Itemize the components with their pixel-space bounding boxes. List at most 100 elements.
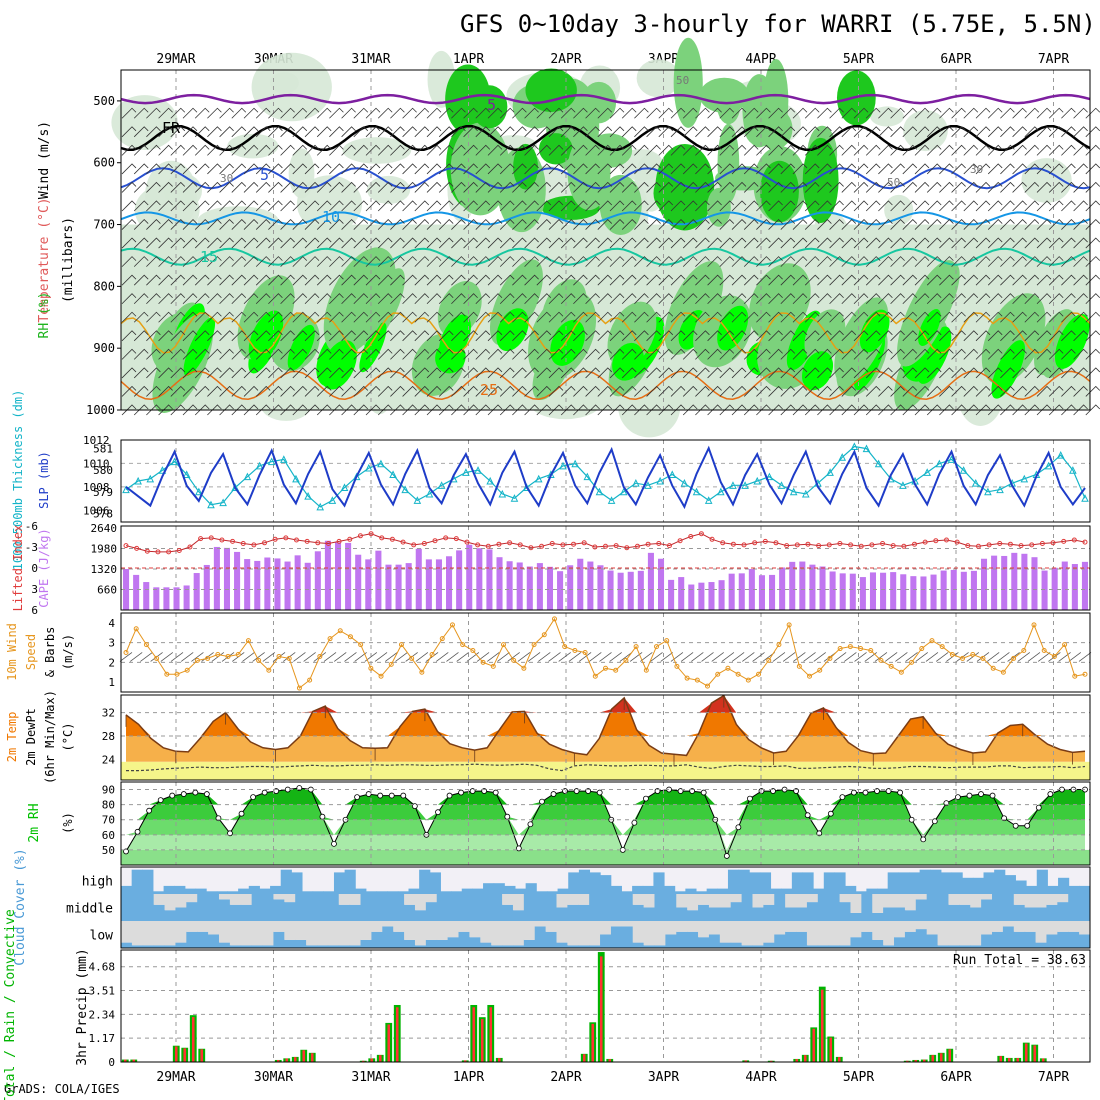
thickness-point [947, 455, 956, 463]
cloud-low-clear [719, 921, 732, 943]
wind-barb [390, 237, 405, 249]
cloud-middle-cell [327, 894, 340, 921]
wind-barb [292, 367, 308, 379]
wind-speed-point [623, 657, 629, 663]
thickness-point [874, 459, 883, 468]
wind-barb [658, 348, 674, 360]
dewpoint-line [126, 763, 1086, 772]
cloud-low-cell [632, 942, 645, 948]
wind-barb [463, 367, 478, 379]
cape-bar [647, 552, 654, 610]
wind-barb [548, 163, 564, 175]
wind-barb [268, 237, 283, 249]
wind-barb [768, 293, 783, 305]
wind-barb [255, 181, 271, 193]
wind-speed-point [521, 665, 527, 671]
wind-barb [682, 163, 698, 175]
wind-barb [426, 126, 442, 138]
wind-barb [621, 200, 637, 212]
cloud-low-clear [523, 921, 536, 940]
wind-barb [975, 330, 991, 342]
cloud-middle-clear [839, 894, 851, 903]
wind-barb [402, 274, 417, 286]
wind-barb [1036, 126, 1052, 138]
cloud-low-clear [839, 921, 851, 946]
wind-barb [731, 311, 747, 323]
wind-barb [121, 385, 137, 397]
wind-barb [316, 181, 332, 193]
cape-bar [385, 564, 392, 610]
wind-speed-point [409, 655, 415, 661]
wind-barb-10m [731, 652, 745, 662]
wind-barb [1036, 237, 1052, 249]
wind-barb [231, 256, 247, 267]
lifted-index-point [603, 543, 608, 549]
wind-barb [585, 348, 600, 360]
wind-barb [585, 218, 600, 230]
wind-barb [1000, 107, 1015, 119]
temp-line [125, 694, 1086, 757]
wind-barb [499, 126, 515, 138]
wind-barb [512, 311, 527, 323]
precip-convective-bar [200, 1049, 204, 1062]
wind-barb [304, 274, 320, 286]
wind-barb [353, 274, 369, 286]
wind-barb [707, 218, 722, 230]
cloud-low-clear [262, 921, 274, 946]
wind-barb [536, 274, 552, 286]
rh-region [288, 148, 315, 199]
wind-barb [304, 107, 320, 119]
rh-point [966, 792, 973, 799]
cape-bar [930, 574, 937, 610]
isotherm-label: 5 [260, 166, 269, 184]
wind-barb [1085, 404, 1100, 416]
wind-barb [1036, 163, 1052, 175]
wind-barb [597, 200, 613, 212]
wind-barb [621, 163, 637, 175]
wind-barb [133, 256, 149, 267]
wind-barb [182, 126, 198, 138]
wind-barb [914, 274, 930, 286]
wind-barb [743, 385, 759, 397]
wind-barb-10m [191, 652, 204, 662]
wind-barb [146, 144, 161, 156]
wind-barb [426, 181, 442, 193]
cape-tick-label: 1320 [91, 563, 118, 576]
cloud-low-cell [1035, 942, 1047, 948]
wind-barb [878, 126, 893, 138]
wind-barb [902, 144, 918, 156]
wind-barb [1085, 126, 1100, 138]
rh-region-upper [699, 77, 749, 113]
wind-barb [304, 404, 320, 416]
wind-barb [951, 256, 966, 267]
wind-barb [146, 181, 161, 193]
wind-barb [939, 367, 954, 379]
precip-convective-bar [999, 1056, 1003, 1062]
wind-barb [1024, 200, 1040, 212]
thickness-point [389, 470, 397, 479]
wind-barb [756, 126, 771, 138]
wind-barb [365, 311, 381, 323]
wind-barb-10m [609, 652, 622, 662]
cloud-high-cell [461, 888, 473, 894]
wind-barb [902, 348, 918, 360]
cloud-high-cell [834, 872, 846, 894]
wind-barb-10m [558, 652, 571, 662]
wind-barb [829, 163, 844, 175]
wind-barb [292, 181, 308, 193]
wind-barb [987, 126, 1003, 138]
rh-region-upper [653, 170, 696, 216]
cloud-middle-cell [382, 894, 394, 921]
wind-barb [377, 218, 393, 230]
cloud-low-cell [937, 945, 949, 948]
wind-barb [658, 107, 674, 119]
cape-bar [466, 544, 473, 610]
lifted-index-point [624, 545, 630, 551]
wind-barb [1061, 385, 1076, 397]
wind-barb [121, 126, 137, 138]
precip-convective-bar [191, 1017, 195, 1062]
cape-bar [668, 579, 675, 610]
rh-region-upper [673, 37, 703, 128]
cape-tick-label: 2640 [91, 522, 118, 535]
cloud-low-cell [992, 931, 1004, 948]
